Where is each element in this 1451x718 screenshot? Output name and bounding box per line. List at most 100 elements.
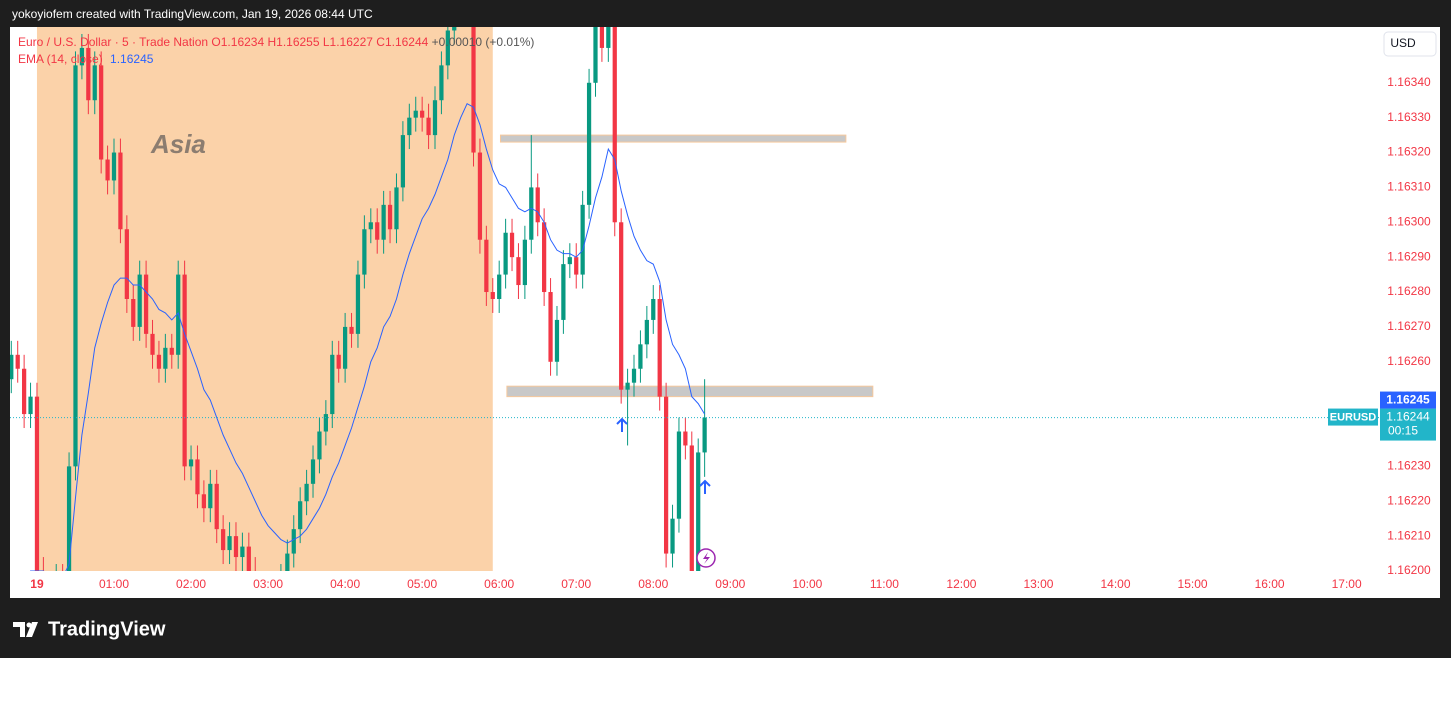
candle-body <box>201 494 206 509</box>
candle-body <box>394 187 399 230</box>
currency-box[interactable] <box>1383 31 1437 57</box>
y-tick-label: 1.16260 <box>1387 354 1431 368</box>
candle-body <box>471 27 476 153</box>
close-tag <box>1380 408 1436 441</box>
x-tick-label: 03:00 <box>253 577 283 591</box>
candle-body <box>413 110 418 118</box>
candle-body <box>561 264 566 320</box>
candle-body <box>638 344 643 369</box>
y-tick-label: 1.16320 <box>1387 145 1431 159</box>
candle-body <box>86 47 91 101</box>
candle-body <box>124 229 129 299</box>
candle-body <box>567 257 572 265</box>
candle-body <box>188 459 194 467</box>
zone <box>499 134 847 143</box>
ticker-tag <box>1328 408 1378 426</box>
candle-body <box>696 452 701 571</box>
overlay: 1.162001.162101.162201.162301.162401.162… <box>10 75 1436 591</box>
x-tick-label: 16:00 <box>1255 577 1285 591</box>
ohlc-high: H1.16255 <box>267 35 319 49</box>
change: +0.00010 (+0.01%) <box>432 35 535 49</box>
candle-body <box>362 229 367 275</box>
candle-body <box>99 65 104 160</box>
candle-body <box>644 319 649 345</box>
candle-body <box>548 292 553 362</box>
candle-body <box>625 382 630 390</box>
candle-body <box>426 117 431 136</box>
candle-body <box>420 110 425 118</box>
candle-body <box>651 299 656 320</box>
candle-body <box>439 65 444 101</box>
candle-body <box>676 431 682 519</box>
candle-body <box>79 47 85 66</box>
x-tick-label: 01:00 <box>99 577 129 591</box>
candle-body <box>73 65 78 467</box>
candle-body <box>221 529 226 551</box>
candle-body <box>156 354 162 369</box>
candle-body <box>535 187 540 223</box>
ohlc-low: L1.16227 <box>323 35 373 49</box>
ema-value: 1.16245 <box>110 52 154 66</box>
candle-body <box>529 187 534 240</box>
candle-body <box>291 529 296 554</box>
candle-body <box>66 466 72 571</box>
x-tick-label: 12:00 <box>946 577 976 591</box>
candle-body <box>452 27 457 31</box>
legend: Euro / U.S. Dollar · 5 · Trade Nation O1… <box>18 35 534 49</box>
up-arrow <box>699 479 711 494</box>
x-tick-label: 06:00 <box>484 577 514 591</box>
icon-bolt <box>703 552 710 564</box>
candle-body <box>304 483 309 502</box>
candle-body <box>407 117 412 136</box>
candle-body <box>509 232 515 258</box>
candle-body <box>176 274 181 355</box>
currency-label[interactable]: USD <box>1390 36 1416 50</box>
candle-body <box>195 459 200 495</box>
y-tick-label: 1.16270 <box>1387 319 1431 333</box>
y-tick-label: 1.16340 <box>1387 75 1431 89</box>
candle-body <box>657 299 662 397</box>
y-tick-label: 1.16330 <box>1387 110 1431 124</box>
symbol: Euro / U.S. Dollar · 5 · Trade Nation <box>18 35 208 49</box>
candle-body <box>663 396 669 554</box>
candle-body <box>310 459 316 484</box>
candle-body <box>131 299 136 327</box>
ticker-label: EURUSD <box>1330 411 1377 423</box>
candle-body <box>169 347 174 355</box>
candle-body <box>336 354 341 369</box>
candle-body <box>227 536 232 551</box>
candle-body <box>445 30 450 66</box>
y-tick-label: 1.16210 <box>1387 528 1431 542</box>
y-tick-label: 1.16220 <box>1387 493 1431 507</box>
logo-mark <box>26 622 32 628</box>
candle-body <box>317 431 322 460</box>
candle-body <box>368 222 373 230</box>
candle-body <box>137 274 142 327</box>
header: yokoyiofem created with TradingView.com,… <box>12 7 373 21</box>
x-tick-label: 19 <box>30 577 44 591</box>
candle-body <box>670 518 675 554</box>
candle-body <box>143 274 149 334</box>
candle-body <box>214 483 219 530</box>
ema-line <box>30 103 706 571</box>
ema-legend: EMA (14, close) 1.16245 <box>18 52 154 66</box>
candle-body <box>683 431 688 446</box>
currency-button[interactable]: USD <box>1383 31 1437 57</box>
up-arrow <box>616 417 628 432</box>
candle-body <box>208 483 213 509</box>
logo-mark <box>13 622 25 637</box>
logo-mark <box>26 622 38 637</box>
x-tick-label: 04:00 <box>330 577 360 591</box>
candle-body <box>554 319 560 362</box>
plot-area: Asia <box>10 27 874 571</box>
candle-body <box>163 347 168 369</box>
session-label: Asia <box>150 129 206 159</box>
candle-body <box>477 152 483 240</box>
candle-body <box>233 536 239 558</box>
candle-body <box>574 257 579 275</box>
x-tick-label: 10:00 <box>792 577 822 591</box>
y-tick-label: 1.16310 <box>1387 180 1431 194</box>
x-tick-label: 14:00 <box>1100 577 1130 591</box>
